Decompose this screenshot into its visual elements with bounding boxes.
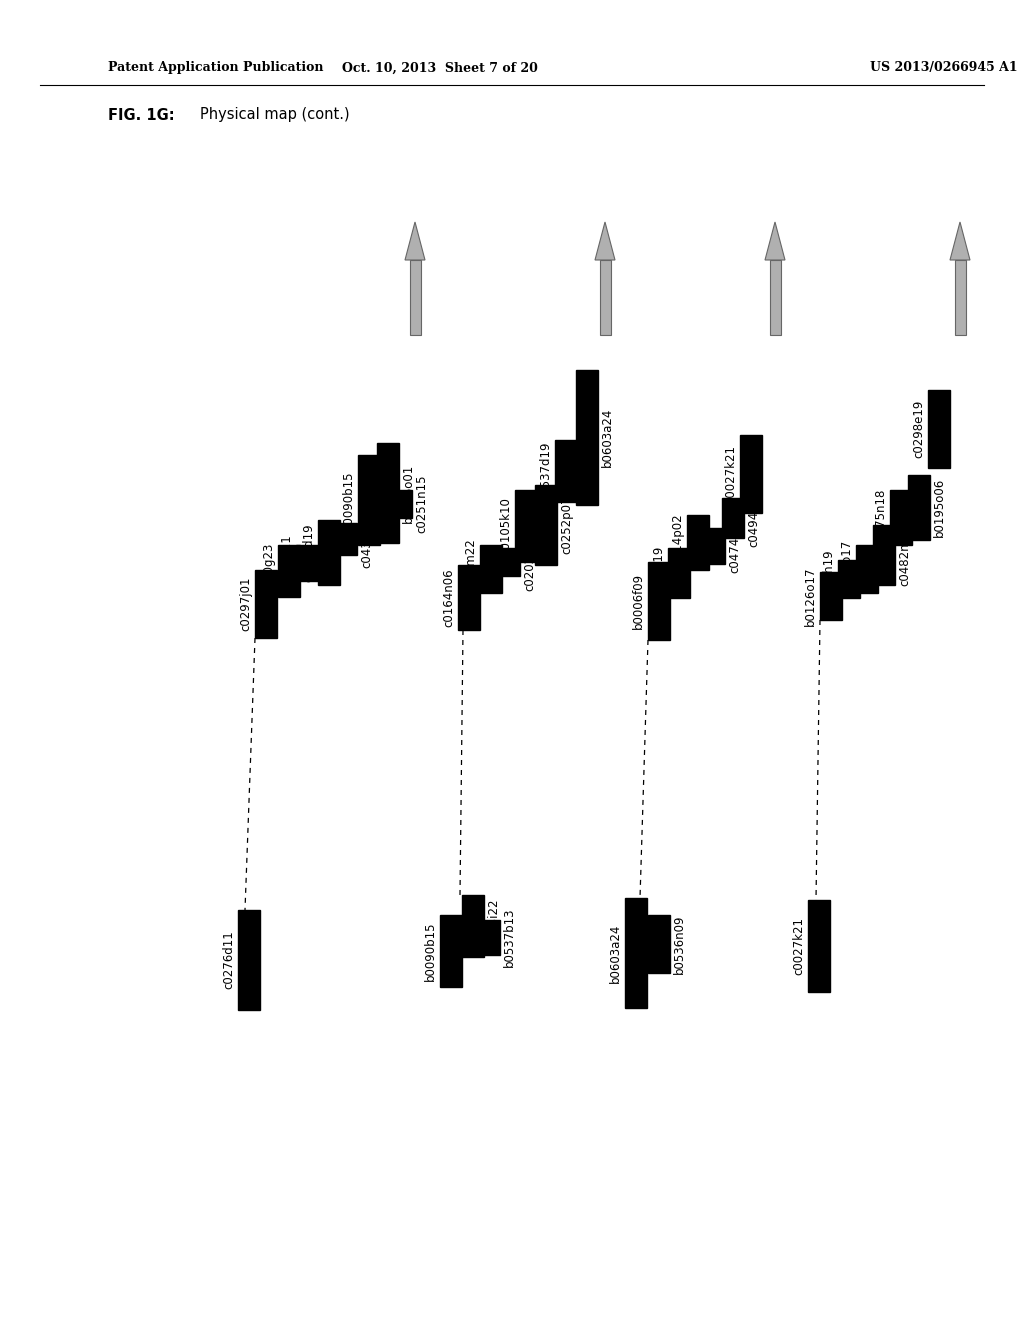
Text: c0434c14: c0434c14 [360,511,373,568]
Text: b0090b15: b0090b15 [424,921,437,981]
Bar [838,560,860,598]
Text: c0252p07: c0252p07 [560,496,573,554]
Text: c0027k21: c0027k21 [724,445,737,503]
Bar [575,370,598,506]
Bar [255,570,278,638]
Bar [740,436,762,513]
Text: b0603a24: b0603a24 [601,408,614,467]
Text: c0298o17: c0298o17 [840,540,853,598]
Bar [873,525,895,585]
Bar [335,523,357,554]
Polygon shape [950,222,970,260]
Polygon shape [406,222,425,260]
Text: c0298e19: c0298e19 [912,400,925,458]
Bar [555,440,577,502]
Bar [480,545,502,593]
Bar [390,490,412,517]
Bar [498,548,520,576]
Bar [648,562,670,640]
Text: US 2013/0266945 A1: US 2013/0266945 A1 [870,62,1018,74]
Text: c0114p02: c0114p02 [671,513,684,572]
Text: c0482m16: c0482m16 [898,524,911,586]
Bar [769,260,780,335]
Bar [625,898,647,1008]
Polygon shape [595,222,615,260]
Bar [238,909,260,1010]
Text: b0105k10: b0105k10 [499,496,512,556]
Bar [703,528,725,564]
Text: b0090b15: b0090b15 [342,470,355,529]
Polygon shape [765,222,785,260]
Text: b0536n09: b0536n09 [673,915,686,974]
Bar [890,490,912,545]
Bar [478,920,500,954]
Text: c0075n18: c0075n18 [874,488,887,546]
Bar [820,572,842,620]
Text: c0537d19: c0537d19 [539,442,552,500]
Bar [515,490,537,562]
Bar [808,900,830,993]
Text: Physical map (cont.): Physical map (cont.) [200,107,349,123]
Text: b0195o06: b0195o06 [933,478,946,537]
Text: b0603a24: b0603a24 [609,923,622,982]
Bar [668,548,690,598]
Text: c0282d19: c0282d19 [302,523,315,582]
Text: c0027k21: c0027k21 [792,917,805,975]
Bar [462,895,484,957]
Bar [410,260,421,335]
Text: c0276d11: c0276d11 [222,931,234,990]
Bar [358,455,380,545]
Text: c0251n15: c0251n15 [415,475,428,533]
Bar [377,444,399,543]
Text: c0164n06: c0164n06 [442,568,455,627]
Text: Oct. 10, 2013  Sheet 7 of 20: Oct. 10, 2013 Sheet 7 of 20 [342,62,538,74]
Bar [722,498,744,539]
Bar [440,915,462,987]
Text: c0396h19: c0396h19 [822,549,835,609]
Bar [954,260,966,335]
Text: FIG. 1G:: FIG. 1G: [108,107,175,123]
Text: b0537b13: b0537b13 [503,908,516,968]
Bar [535,484,557,565]
Bar [318,520,340,585]
Bar [928,389,950,469]
Bar [278,545,300,597]
Text: c0474i13: c0474i13 [728,519,741,573]
Text: Patent Application Publication: Patent Application Publication [108,62,324,74]
Text: b0126o17: b0126o17 [804,566,817,626]
Bar [856,545,878,593]
Text: c0202k22: c0202k22 [523,533,536,591]
Bar [908,475,930,540]
Text: b0566o01: b0566o01 [402,463,415,523]
Text: c0423i22: c0423i22 [487,899,500,953]
Text: b0550g23: b0550g23 [262,541,275,601]
Text: b0341m22: b0341m22 [464,537,477,601]
Text: b0131n11: b0131n11 [280,533,293,593]
Bar [458,565,480,630]
Text: b0006f09: b0006f09 [632,573,645,630]
Bar [599,260,610,335]
Bar [648,915,670,973]
Bar [687,515,709,570]
Text: c0309j19: c0309j19 [652,545,665,601]
Text: c0297j01: c0297j01 [239,577,252,631]
Bar [296,545,318,581]
Text: c0494g24: c0494g24 [746,488,760,548]
